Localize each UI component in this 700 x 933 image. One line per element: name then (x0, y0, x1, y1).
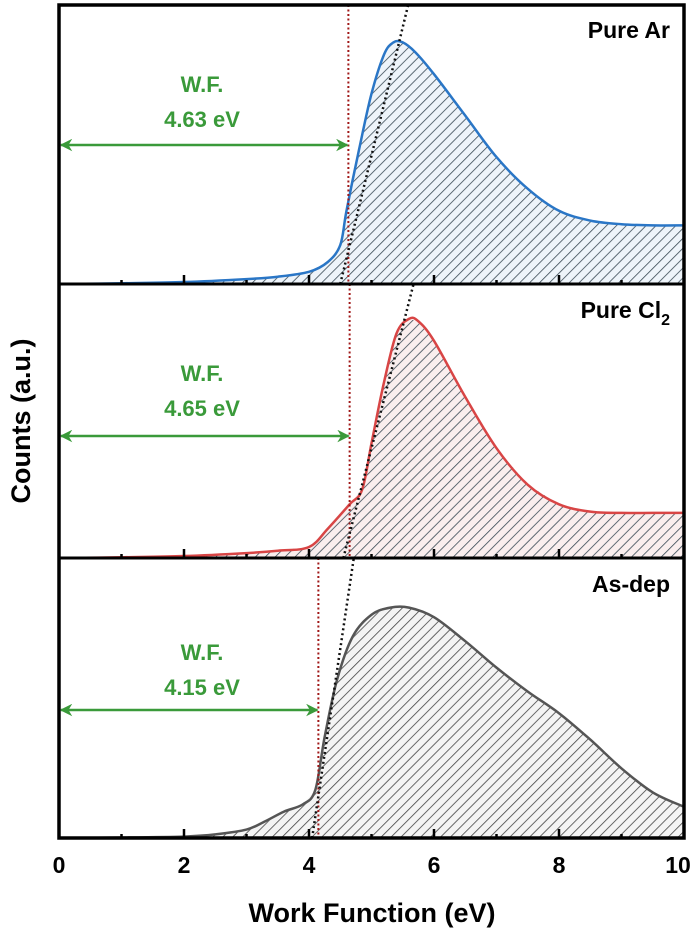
wf-annotation-value: 4.15 eV (164, 675, 240, 700)
panel-pure-ar (59, 5, 684, 284)
x-tick-label: 4 (303, 852, 316, 878)
plot-frame (57, 3, 686, 840)
panel-label-pure-cl2: Pure Cl2 (581, 297, 671, 329)
spectrum-line (59, 605, 684, 838)
x-axis-label: Work Function (eV) (249, 898, 496, 928)
wf-annotation-title: W.F. (181, 361, 224, 386)
panels (59, 5, 684, 838)
frame-border (57, 3, 686, 840)
spectrum-area (59, 42, 684, 284)
wf-annotation-title: W.F. (181, 72, 224, 97)
x-tick-label: 2 (178, 852, 191, 878)
spectrum-area (59, 607, 684, 838)
panel-label-pure-ar: Pure Ar (588, 17, 670, 43)
y-axis-label: Counts (a.u.) (6, 339, 36, 504)
x-tick-label: 6 (428, 852, 441, 878)
linear-fit-line (310, 558, 356, 838)
wf-annotation-value: 4.63 eV (164, 107, 240, 132)
x-tick-label: 0 (53, 852, 66, 878)
spectrum-line (59, 316, 684, 558)
spectrum-line (59, 39, 684, 284)
x-tick-label: 10 (665, 852, 691, 878)
panel-label-as-dep: As-dep (592, 571, 670, 597)
wf-annotation-title: W.F. (181, 640, 224, 665)
wf-annotation-value: 4.65 eV (164, 396, 240, 421)
spectrum-area (59, 318, 684, 558)
linear-fit-line (342, 284, 415, 558)
panel-pure-cl2 (59, 284, 684, 558)
x-tick-label: 8 (553, 852, 566, 878)
x-axis: 0 2 4 6 8 10 Work Function (eV) (53, 852, 691, 928)
panel-as-dep (59, 558, 684, 838)
